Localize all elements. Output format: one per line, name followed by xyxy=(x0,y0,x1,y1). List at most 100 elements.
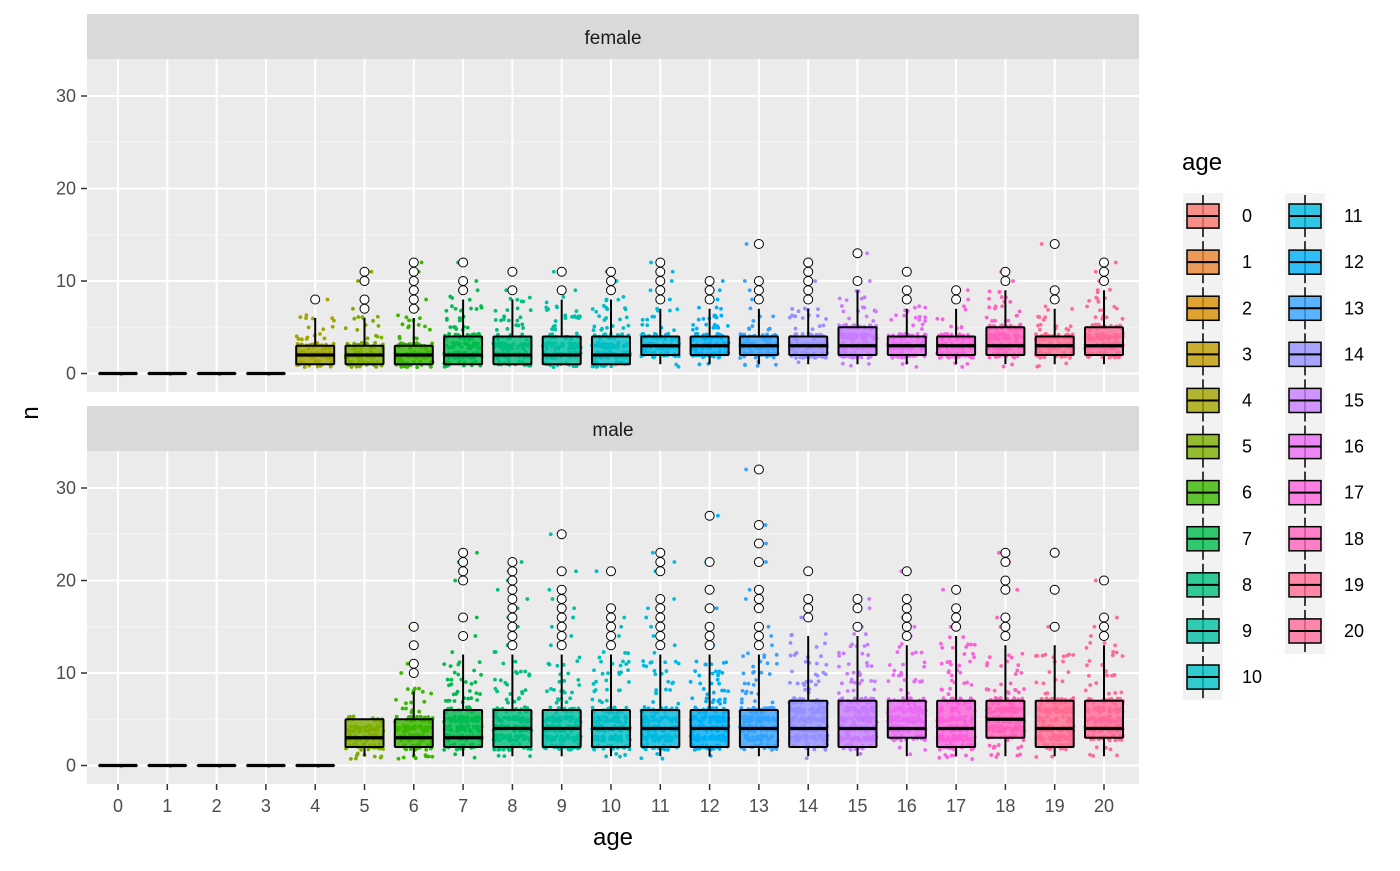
outlier-point xyxy=(952,622,961,631)
outlier-point xyxy=(952,295,961,304)
outlier-point xyxy=(508,567,517,576)
jitter-point xyxy=(649,661,653,665)
jitter-point xyxy=(1037,364,1041,368)
jitter-point xyxy=(652,651,656,655)
jitter-point xyxy=(417,687,421,691)
jitter-point xyxy=(466,326,470,330)
jitter-point xyxy=(570,315,574,319)
jitter-point xyxy=(592,748,596,752)
outlier-point xyxy=(508,585,517,594)
jitter-point xyxy=(1108,288,1112,292)
jitter-point xyxy=(676,702,680,706)
jitter-point xyxy=(716,678,720,682)
jitter-point xyxy=(772,356,776,360)
jitter-point xyxy=(605,699,609,703)
jitter-point xyxy=(771,314,775,318)
jitter-point xyxy=(520,300,524,304)
jitter-point xyxy=(404,701,408,705)
jitter-point xyxy=(454,307,458,311)
jitter-point xyxy=(985,316,989,320)
jitter-point xyxy=(752,683,756,687)
jitter-point xyxy=(973,643,977,647)
outlier-point xyxy=(409,267,418,276)
jitter-point xyxy=(964,754,968,758)
jitter-point xyxy=(468,689,472,693)
box-iqr xyxy=(1085,327,1123,355)
jitter-point xyxy=(764,560,768,564)
outlier-point xyxy=(459,548,468,557)
jitter-point xyxy=(444,309,448,313)
jitter-point xyxy=(923,319,927,323)
jitter-point xyxy=(307,326,311,330)
jitter-point xyxy=(840,681,844,685)
jitter-point xyxy=(803,688,807,692)
jitter-point xyxy=(519,670,523,674)
jitter-point xyxy=(852,632,856,636)
jitter-point xyxy=(743,279,747,283)
jitter-point xyxy=(960,365,964,369)
jitter-point xyxy=(943,332,947,336)
jitter-point xyxy=(752,319,756,323)
jitter-point xyxy=(837,654,841,658)
jitter-point xyxy=(948,635,952,639)
jitter-point xyxy=(399,671,403,675)
jitter-point xyxy=(677,662,681,666)
jitter-point xyxy=(903,678,907,682)
jitter-point xyxy=(722,661,726,665)
jitter-point xyxy=(591,698,595,702)
outlier-point xyxy=(853,604,862,613)
outlier-point xyxy=(409,258,418,267)
jitter-point xyxy=(697,674,701,678)
jitter-point xyxy=(419,715,423,719)
jitter-point xyxy=(801,332,805,336)
jitter-point xyxy=(824,748,828,752)
jitter-point xyxy=(1039,323,1043,327)
jitter-point xyxy=(505,683,509,687)
outlier-point xyxy=(409,669,418,678)
box-iqr xyxy=(937,701,975,747)
jitter-point xyxy=(852,689,856,693)
jitter-point xyxy=(556,697,560,701)
jitter-point xyxy=(771,700,775,704)
jitter-point xyxy=(852,671,856,675)
jitter-point xyxy=(935,317,939,321)
jitter-point xyxy=(804,660,808,664)
jitter-point xyxy=(789,641,793,645)
outlier-point xyxy=(705,632,714,641)
jitter-point xyxy=(453,671,457,675)
outlier-point xyxy=(508,632,517,641)
outlier-point xyxy=(804,567,813,576)
jitter-point xyxy=(746,682,750,686)
box-iqr xyxy=(543,337,581,365)
jitter-point xyxy=(718,698,722,702)
jitter-point xyxy=(691,328,695,332)
box-iqr xyxy=(839,327,877,355)
jitter-point xyxy=(698,682,702,686)
jitter-point xyxy=(948,687,952,691)
outlier-point xyxy=(902,567,911,576)
outlier-point xyxy=(952,604,961,613)
jitter-point xyxy=(762,653,766,657)
jitter-point xyxy=(550,625,554,629)
jitter-point xyxy=(653,672,657,676)
jitter-point xyxy=(889,318,893,322)
jitter-point xyxy=(744,468,748,472)
jitter-point xyxy=(837,691,841,695)
jitter-point xyxy=(999,682,1003,686)
jitter-point xyxy=(475,551,479,555)
jitter-point xyxy=(605,326,609,330)
jitter-point xyxy=(1121,317,1125,321)
jitter-point xyxy=(653,669,657,673)
jitter-point xyxy=(794,327,798,331)
box-iqr xyxy=(592,337,630,365)
jitter-point xyxy=(923,748,927,752)
outlier-point xyxy=(409,295,418,304)
jitter-point xyxy=(454,692,458,696)
jitter-point xyxy=(743,363,747,367)
jitter-point xyxy=(670,279,674,283)
jitter-point xyxy=(672,560,676,564)
jitter-point xyxy=(748,588,752,592)
jitter-point xyxy=(664,688,668,692)
jitter-point xyxy=(874,309,878,313)
outlier-point xyxy=(656,641,665,650)
